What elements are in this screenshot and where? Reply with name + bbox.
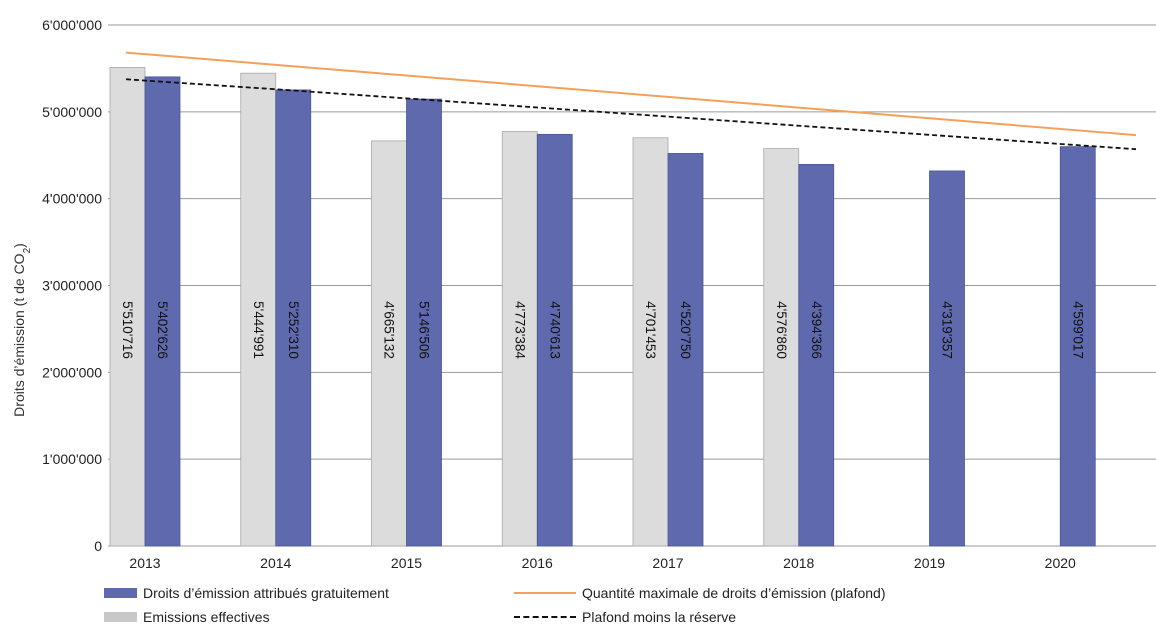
bar-labels: 5'510'716 5'444'991 4'665'132 4'773'384 4'70… xyxy=(120,301,1085,359)
bar-data-label: 4'599'017 xyxy=(1070,301,1085,359)
bar-emissions-effectives xyxy=(763,148,800,547)
legend-swatch-actual-emissions xyxy=(104,612,137,622)
bar-droits-attribues xyxy=(275,89,312,547)
legend-label-free-allocation: Droits d’émission attribués gratuitement xyxy=(143,585,389,601)
line-plafond-moins-reserve xyxy=(125,78,1137,151)
x-tick-label: 2016 xyxy=(522,555,553,571)
bar-droits-attribues xyxy=(798,164,835,547)
y-tick-label: 0 xyxy=(94,538,102,554)
legend-item-cap: Quantité maximale de droits d’émission (… xyxy=(514,585,885,601)
legend-label-cap-minus-reserve: Plafond moins la réserve xyxy=(582,609,737,625)
bar-emissions-effectives xyxy=(632,137,669,547)
x-tick-label: 2013 xyxy=(129,555,160,571)
legend-swatch-cap xyxy=(514,592,576,594)
x-tick-label: 2019 xyxy=(914,555,945,571)
y-axis-ticks: 0 1'000'000 2'000'000 3'000'000 4'000'000 5'0… xyxy=(42,17,102,554)
y-tick-label: 5'000'000 xyxy=(42,104,102,120)
bar-emissions-effectives xyxy=(501,131,538,547)
bar-emissions-effectives xyxy=(371,140,407,547)
x-tick-label: 2017 xyxy=(652,555,683,571)
bar-droits-attribues xyxy=(929,170,965,547)
bar-emissions-effectives xyxy=(240,72,277,547)
bar-data-label: 5'510'716 xyxy=(120,301,135,359)
bar-data-label: 5'252'310 xyxy=(286,301,301,359)
legend-swatch-cap-minus-reserve xyxy=(514,616,576,618)
bar-data-label: 4'394'366 xyxy=(809,301,824,359)
y-tick-label: 4'000'000 xyxy=(42,191,102,207)
y-tick-label: 6'000'000 xyxy=(42,17,102,33)
bar-data-label: 5'444'991 xyxy=(251,301,266,359)
bar-data-label: 5'146'506 xyxy=(417,301,432,359)
line-plafond xyxy=(125,51,1137,137)
x-tick-label: 2020 xyxy=(1045,555,1076,571)
bar-data-label: 4'520'750 xyxy=(678,301,693,359)
x-tick-label: 2014 xyxy=(260,555,291,571)
y-tick-label: 3'000'000 xyxy=(42,278,102,294)
y-tick-label: 2'000'000 xyxy=(42,364,102,380)
bar-droits-attribues xyxy=(406,98,442,547)
bar-data-label: 4'701'453 xyxy=(643,301,658,359)
bar-data-label: 4'665'132 xyxy=(382,301,397,359)
legend-item-free-allocation: Droits d’émission attribués gratuitement xyxy=(104,585,389,601)
bar-data-label: 4'773'384 xyxy=(512,301,527,359)
x-tick-label: 2018 xyxy=(783,555,814,571)
bars xyxy=(109,67,1096,547)
bar-data-label: 4'740'613 xyxy=(547,301,562,359)
x-tick-label: 2015 xyxy=(391,555,422,571)
bar-data-label: 4'319'357 xyxy=(940,301,955,359)
bar-droits-attribues xyxy=(536,133,573,547)
y-tick-label: 1'000'000 xyxy=(42,451,102,467)
bar-data-label: 4'576'860 xyxy=(774,301,789,359)
legend-swatch-free-allocation xyxy=(104,588,137,598)
bar-emissions-effectives xyxy=(109,67,146,547)
chart: 0 1'000'000 2'000'000 3'000'000 4'000'000 5'0… xyxy=(11,17,1156,571)
bar-droits-attribues xyxy=(1059,146,1096,547)
bar-droits-attribues xyxy=(144,76,181,547)
legend-item-actual-emissions: Emissions effectives xyxy=(104,609,270,625)
legend-item-cap-minus-reserve: Plafond moins la réserve xyxy=(514,609,736,625)
lines xyxy=(125,51,1137,151)
x-axis-ticks: 2013 2014 2015 2016 2017 2018 2019 2020 xyxy=(129,555,1076,571)
legend-label-cap: Quantité maximale de droits d’émission (… xyxy=(582,585,886,601)
legend-label-actual-emissions: Emissions effectives xyxy=(143,609,270,625)
bar-data-label: 5'402'626 xyxy=(155,301,170,359)
bar-droits-attribues xyxy=(667,153,704,547)
y-axis-title: Droits d’émission (t de CO2) xyxy=(11,243,33,417)
